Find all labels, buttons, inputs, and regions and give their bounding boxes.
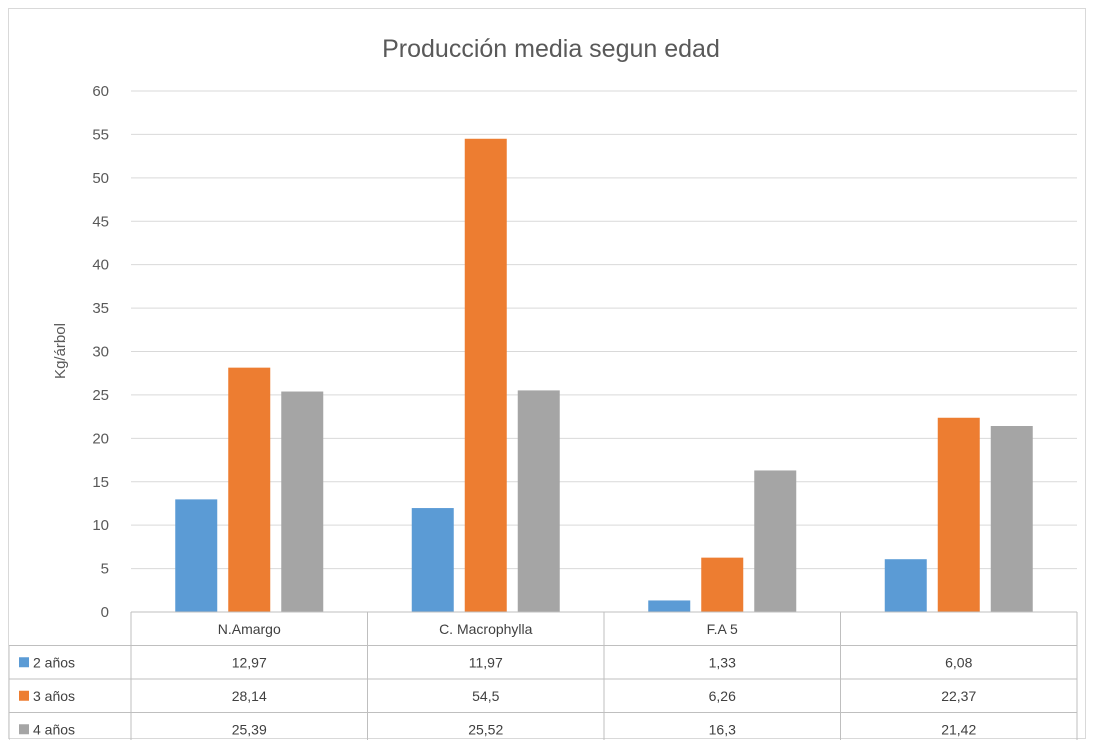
data-label: 16,3: [709, 721, 736, 737]
data-label: 1,33: [709, 654, 736, 670]
y-tick-label: 0: [101, 604, 109, 621]
bars: [175, 138, 1033, 612]
data-label: 21,42: [941, 721, 976, 737]
legend-label: 2 años: [33, 654, 75, 670]
x-category-label: F.A 5: [707, 621, 738, 637]
legend-swatch: [19, 690, 29, 701]
chart-title: Producción media segun edad: [382, 35, 720, 63]
data-label: 6,26: [709, 688, 736, 704]
y-tick-label: 50: [92, 170, 109, 187]
y-tick-label: 25: [92, 387, 109, 404]
y-tick-label: 40: [92, 257, 109, 274]
y-tick-label: 60: [92, 83, 109, 100]
data-label: 22,37: [941, 688, 976, 704]
data-label: 12,97: [232, 654, 267, 670]
data-label: 28,14: [232, 688, 267, 704]
bar: [884, 559, 927, 612]
bar: [281, 391, 324, 612]
data-table: N.Amargo C. Macrophylla F.A 5 2 años 12,97 11…: [9, 611, 1078, 740]
y-axis-label: Kg/árbol: [52, 323, 69, 379]
bar: [228, 367, 271, 612]
bar: [990, 426, 1033, 612]
bar: [517, 390, 560, 612]
data-label: 6,08: [945, 654, 972, 670]
x-category-label: N.Amargo: [218, 621, 281, 637]
bar: [648, 600, 691, 612]
bar: [175, 499, 218, 612]
bar: [754, 470, 797, 612]
y-tick-label: 55: [92, 126, 109, 143]
y-tick-label: 20: [92, 430, 109, 447]
legend-label: 3 años: [33, 688, 75, 704]
legend-swatch: [19, 724, 29, 735]
bar: [411, 508, 454, 612]
bar: [937, 417, 980, 612]
data-label: 25,52: [468, 721, 503, 737]
gridlines: 0 5 10 15 20 25 30 35 40 45 50 55 60: [92, 83, 1077, 621]
y-tick-label: 45: [92, 213, 109, 230]
x-category-label: C. Macrophylla: [439, 621, 533, 637]
bar: [464, 138, 507, 612]
chart-svg: Producción media segun edad Kg/árbol 0 5 1…: [9, 35, 1078, 740]
y-tick-label: 15: [92, 474, 109, 491]
chart-area: Producción media segun edad Kg/árbol 0 5 1…: [8, 8, 1086, 740]
y-tick-label: 5: [101, 561, 109, 578]
legend-swatch: [19, 657, 29, 668]
y-tick-label: 35: [92, 300, 109, 317]
data-label: 11,97: [469, 654, 503, 670]
legend-label: 4 años: [33, 721, 75, 737]
y-tick-label: 10: [92, 517, 109, 534]
data-label: 54,5: [472, 688, 499, 704]
y-tick-label: 30: [92, 344, 109, 361]
bar: [701, 557, 744, 612]
data-label: 25,39: [232, 721, 267, 737]
